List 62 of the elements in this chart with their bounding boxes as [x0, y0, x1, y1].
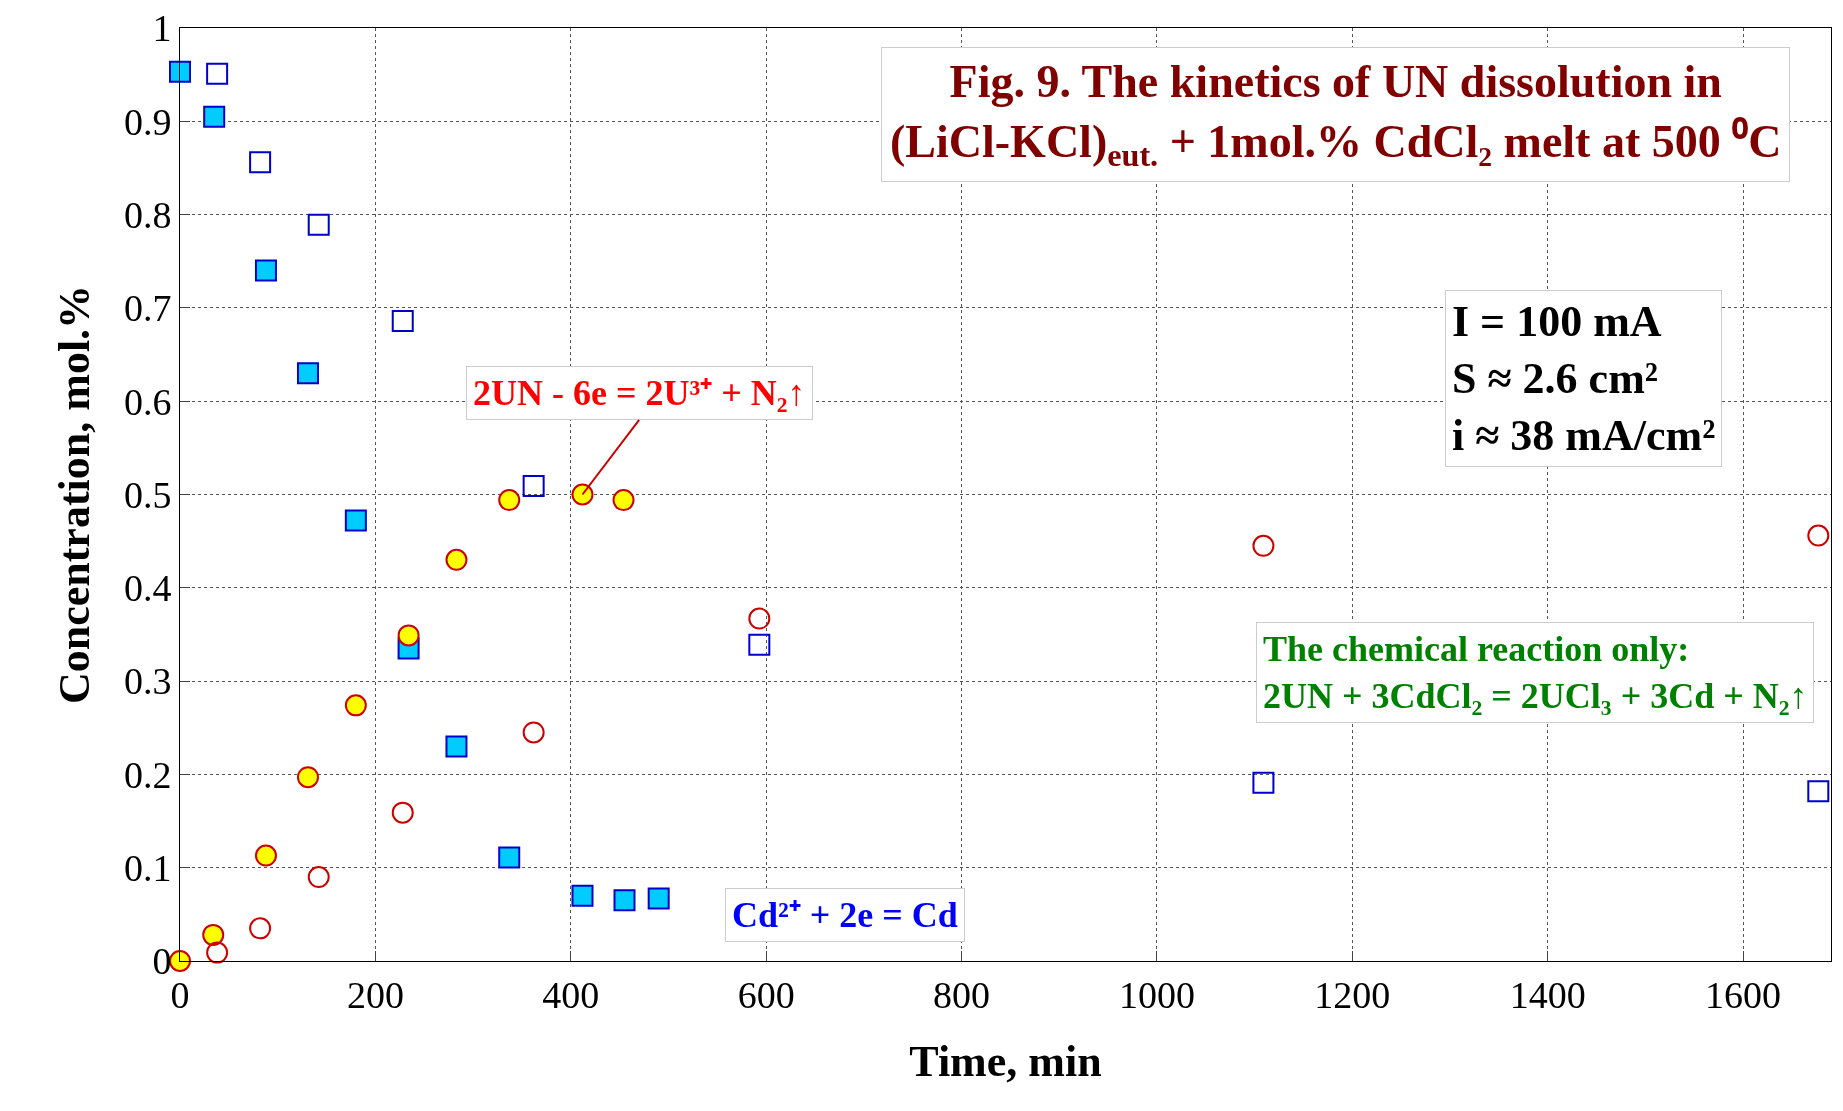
y-tick-label: 0.2 [123, 753, 172, 796]
y-axis-title: Concentration, mol.% [50, 284, 99, 705]
point [249, 151, 272, 174]
point [169, 60, 191, 83]
x-axis-title: Time, min [909, 1036, 1102, 1086]
point [296, 362, 319, 385]
point [169, 950, 191, 972]
y-tick-label: 0.6 [123, 380, 172, 423]
point [498, 846, 521, 869]
annotation: 2UN - 6e = 2U³⁺ + N₂↑ [473, 373, 806, 413]
annotation: The chemical reaction only: 2UN + 3CdCl₂ = 2UCl₃ + 3Cd + N₂↑ [1263, 629, 1808, 716]
point [571, 884, 594, 907]
point [391, 801, 414, 824]
point [254, 844, 277, 867]
y-tick-label: 0.1 [123, 847, 172, 889]
y-tick-label: 0.4 [123, 567, 172, 610]
x-tick-label: 400 [542, 973, 600, 1016]
point [613, 889, 636, 912]
x-tick-label: 1400 [1509, 973, 1586, 1016]
point [206, 941, 229, 964]
point [344, 694, 367, 717]
x-tick-label: 1000 [1118, 973, 1195, 1016]
point [1807, 780, 1830, 803]
x-tick-label: 200 [346, 973, 404, 1016]
point [571, 483, 594, 506]
y-tick-label: 0 [152, 940, 172, 983]
x-tick-label: 600 [737, 973, 795, 1016]
point [1252, 534, 1275, 557]
y-tick-label: 0.9 [123, 100, 172, 143]
y-tick-label: 0.3 [123, 660, 172, 703]
point [445, 548, 468, 571]
point [522, 475, 545, 498]
y-tick-label: 0.5 [123, 473, 172, 516]
point [748, 633, 771, 656]
point [307, 866, 330, 889]
x-tick-label: 1600 [1705, 973, 1782, 1016]
point [296, 766, 319, 789]
point [1252, 771, 1275, 794]
point [647, 887, 670, 910]
point [445, 735, 468, 758]
y-tick-label: 0.7 [123, 287, 172, 330]
annotation: Cd²⁺ + 2e = Cd [732, 895, 958, 935]
y-tick-label: 1 [152, 7, 172, 50]
x-tick-label: 1200 [1314, 973, 1391, 1016]
point [206, 62, 229, 85]
point [1807, 524, 1830, 547]
point [307, 213, 330, 236]
text: Fig. 9. The kinetics of UN dissolution in (LiCl-KCl)$_{eut.}$ + 1mol.% CdCl₂ melt at 500 ⁰C [890, 56, 1782, 174]
point [612, 489, 635, 512]
point [397, 624, 420, 647]
annotation: I = 100 mA S ≈ 2.6 cm² i ≈ 38 mA/cm² [1452, 297, 1716, 461]
point [254, 259, 277, 282]
point [391, 309, 414, 332]
point [522, 721, 545, 744]
point [344, 509, 367, 532]
point [249, 917, 272, 940]
point [498, 489, 521, 512]
point [203, 105, 226, 128]
y-tick-label: 0.8 [123, 193, 172, 236]
x-tick-label: 800 [933, 973, 991, 1016]
point [202, 923, 225, 946]
point [748, 607, 771, 630]
